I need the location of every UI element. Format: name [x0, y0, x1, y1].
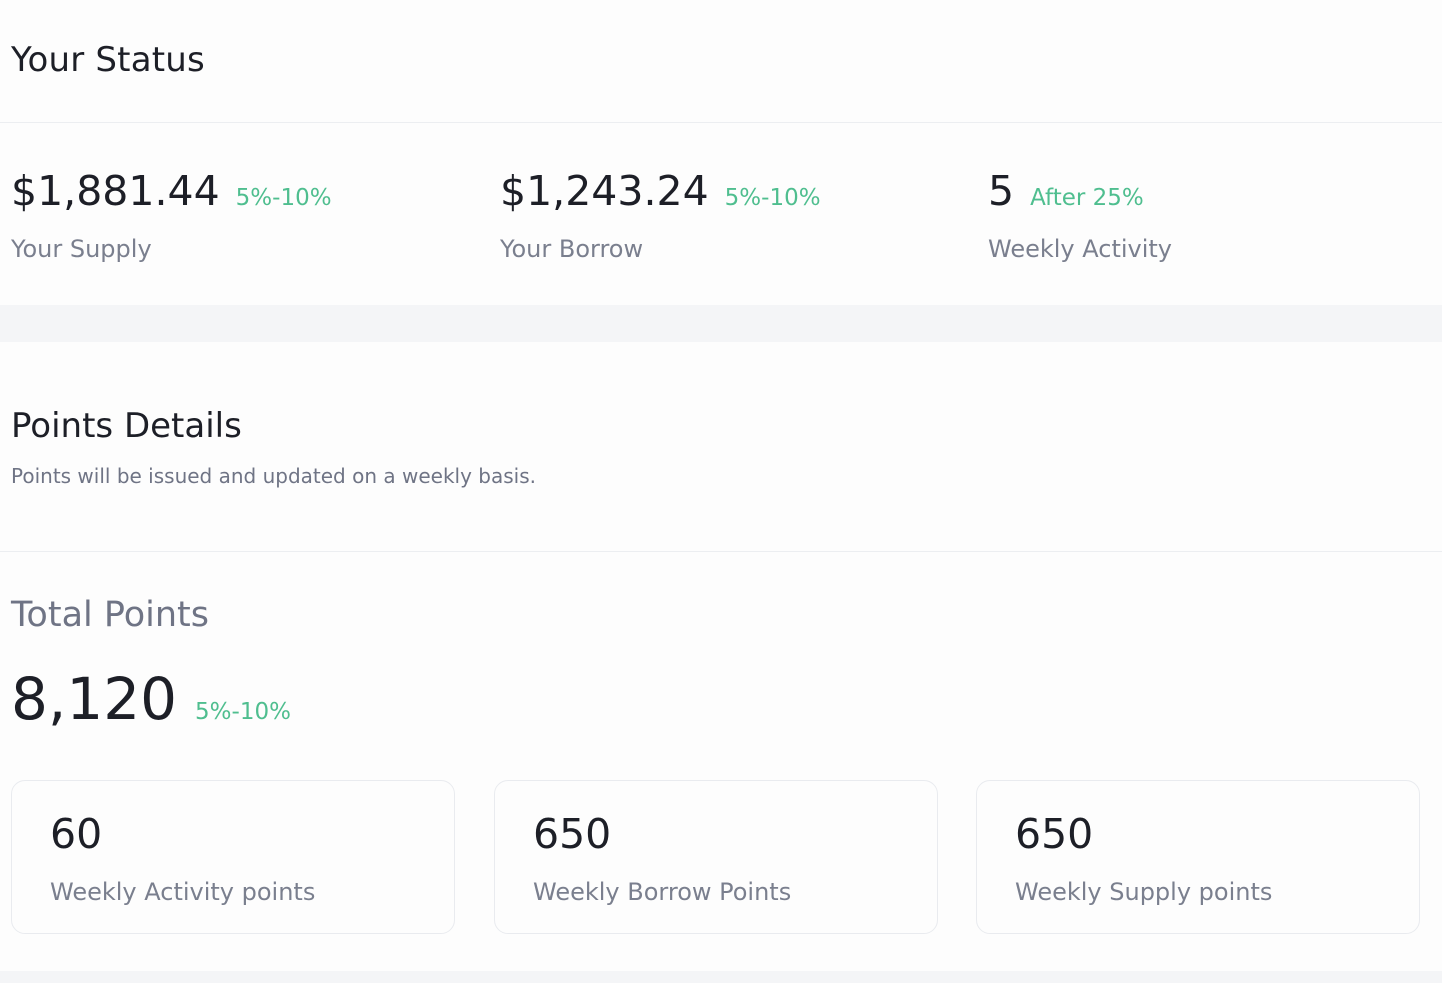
- stat-weekly-activity-change: After 25%: [1030, 185, 1144, 211]
- points-subtitle: Points will be issued and updated on a w…: [11, 464, 536, 488]
- tile-weekly-borrow-points-value: 650: [533, 810, 612, 858]
- stat-borrow-value: $1,243.24: [500, 167, 709, 215]
- tile-weekly-activity-points-label: Weekly Activity points: [50, 878, 316, 906]
- status-divider: [0, 122, 1442, 123]
- points-title: Points Details: [11, 406, 242, 446]
- stat-supply-label: Your Supply: [11, 235, 152, 263]
- stat-weekly-activity-label: Weekly Activity: [988, 235, 1173, 263]
- status-card: Your Status $1,881.44 5%-10% Your Supply…: [0, 0, 1442, 305]
- points-card: Points Details Points will be issued and…: [0, 342, 1442, 971]
- tile-weekly-activity-points: 60 Weekly Activity points: [11, 780, 455, 934]
- stat-borrow-label: Your Borrow: [500, 235, 644, 263]
- tile-weekly-borrow-points: 650 Weekly Borrow Points: [494, 780, 938, 934]
- tile-weekly-borrow-points-label: Weekly Borrow Points: [533, 878, 792, 906]
- total-points-value: 8,120: [11, 665, 178, 733]
- tile-weekly-supply-points-label: Weekly Supply points: [1015, 878, 1273, 906]
- tile-weekly-activity-points-value: 60: [50, 810, 103, 858]
- tile-weekly-supply-points: 650 Weekly Supply points: [976, 780, 1420, 934]
- stat-weekly-activity-value: 5: [988, 167, 1015, 215]
- stat-supply-value: $1,881.44: [11, 167, 220, 215]
- total-points-label: Total Points: [11, 595, 210, 635]
- stat-supply: $1,881.44 5%-10% Your Supply: [11, 166, 332, 263]
- points-divider: [0, 551, 1442, 552]
- status-title: Your Status: [11, 40, 205, 80]
- stat-weekly-activity: 5 After 25% Weekly Activity: [988, 166, 1172, 263]
- stat-borrow: $1,243.24 5%-10% Your Borrow: [500, 166, 821, 263]
- total-points: 8,120 5%-10%: [11, 664, 291, 747]
- total-points-change: 5%-10%: [195, 699, 291, 725]
- stat-supply-change: 5%-10%: [235, 185, 332, 211]
- tile-weekly-supply-points-value: 650: [1015, 810, 1094, 858]
- stat-borrow-change: 5%-10%: [724, 185, 821, 211]
